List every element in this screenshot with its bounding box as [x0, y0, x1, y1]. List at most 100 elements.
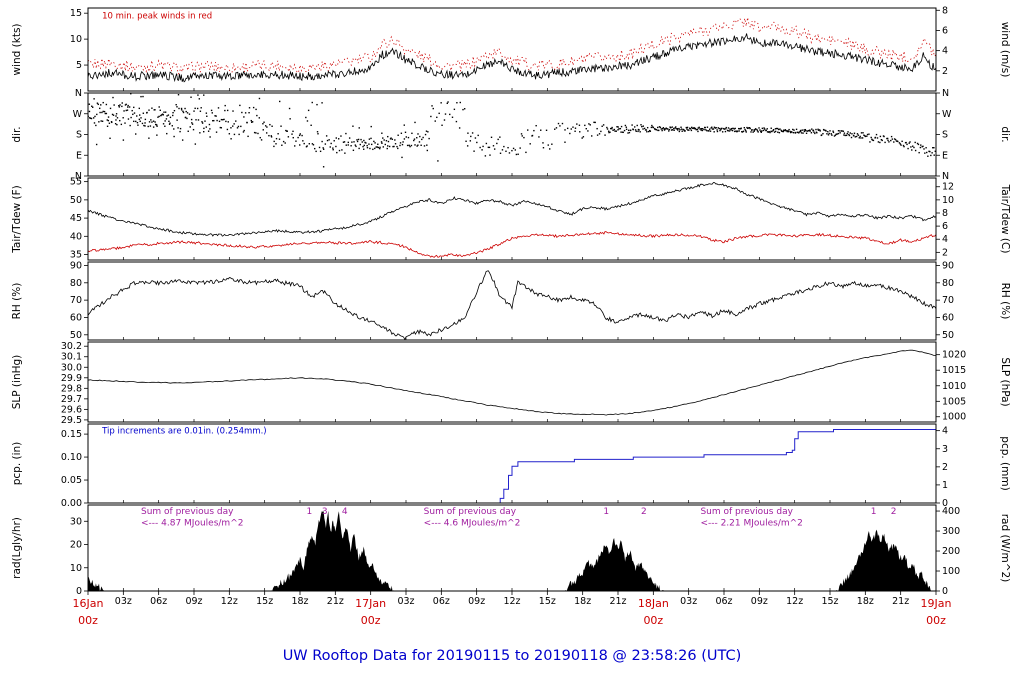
left-tick-label: 70	[70, 295, 82, 306]
scatter-point	[609, 131, 611, 133]
scatter-point	[866, 133, 869, 136]
scatter-point	[651, 124, 653, 127]
scatter-point	[124, 104, 127, 106]
scatter-point	[711, 128, 714, 130]
scatter-point	[286, 130, 288, 132]
scatter-point	[248, 111, 250, 114]
scatter-point	[109, 107, 112, 110]
scatter-point	[314, 147, 316, 150]
right-tick-label: 60	[942, 312, 954, 323]
scatter-point	[859, 135, 861, 138]
scatter-point	[140, 95, 142, 98]
left-tick-label: 10	[70, 563, 82, 574]
scatter-point	[271, 125, 273, 127]
scatter-point	[782, 129, 785, 131]
scatter-point	[542, 147, 545, 149]
scatter-point	[853, 134, 855, 137]
scatter-point	[637, 130, 639, 133]
scatter-point	[370, 137, 372, 140]
scatter-point	[497, 138, 499, 141]
scatter-point	[778, 131, 781, 134]
scatter-point	[916, 142, 919, 145]
scatter-point	[294, 145, 296, 147]
scatter-point	[855, 135, 858, 138]
scatter-point	[129, 124, 131, 127]
scatter-point	[196, 107, 199, 110]
scatter-point	[364, 141, 366, 144]
scatter-point	[893, 141, 895, 143]
scatter-point	[890, 135, 893, 138]
scatter-point	[330, 142, 332, 145]
scatter-point	[828, 132, 830, 135]
scatter-point	[740, 127, 742, 129]
scatter-point	[243, 129, 245, 132]
scatter-point	[316, 131, 319, 133]
scatter-point	[98, 121, 100, 123]
scatter-point	[611, 127, 613, 130]
scatter-point	[368, 143, 370, 145]
scatter-point	[366, 146, 369, 149]
scatter-point	[213, 119, 215, 122]
scatter-point	[609, 127, 612, 130]
scatter-point	[925, 147, 927, 149]
scatter-point	[139, 120, 141, 122]
scatter-point	[847, 131, 849, 133]
scatter-point	[778, 128, 780, 131]
scatter-point	[436, 116, 438, 119]
left-tick-label: 45	[70, 213, 82, 224]
day-sublabel: 00z	[926, 614, 946, 627]
scatter-point	[638, 129, 640, 131]
scatter-point	[374, 147, 376, 150]
scatter-point	[418, 141, 421, 143]
scatter-point	[738, 130, 740, 132]
scatter-point	[780, 129, 782, 132]
scatter-point	[106, 119, 108, 121]
scatter-point	[713, 131, 715, 133]
scatter-point	[383, 139, 385, 141]
scatter-point	[259, 136, 261, 139]
scatter-point	[650, 126, 653, 129]
scatter-point	[727, 127, 730, 129]
scatter-point	[759, 129, 761, 131]
scatter-point	[627, 132, 629, 134]
annotation: 1	[603, 507, 609, 517]
scatter-point	[163, 111, 165, 113]
scatter-point	[649, 130, 652, 132]
scatter-point	[801, 129, 803, 131]
scatter-point	[839, 132, 841, 134]
scatter-point	[107, 116, 110, 118]
scatter-point	[357, 138, 360, 141]
scatter-point	[678, 130, 681, 133]
scatter-point	[729, 128, 731, 130]
left-tick-label: 0.05	[61, 475, 82, 486]
scatter-point	[264, 125, 267, 127]
scatter-point	[126, 109, 129, 111]
scatter-point	[203, 130, 205, 133]
scatter-point	[248, 107, 251, 109]
scatter-point	[215, 115, 217, 117]
scatter-point	[420, 144, 422, 146]
scatter-point	[750, 131, 752, 133]
scatter-point	[394, 143, 397, 145]
scatter-point	[112, 96, 114, 99]
scatter-point	[224, 104, 226, 107]
scatter-point	[929, 150, 931, 153]
scatter-point	[730, 129, 732, 131]
left-tick-label: 55	[70, 177, 82, 188]
scatter-point	[856, 133, 859, 135]
scatter-point	[679, 129, 681, 131]
scatter-point	[616, 126, 618, 128]
scatter-point	[752, 131, 754, 133]
scatter-point	[344, 152, 346, 154]
scatter-point	[374, 142, 376, 144]
scatter-point	[257, 132, 259, 135]
scatter-point	[258, 97, 261, 100]
scatter-point	[613, 128, 616, 131]
scatter-point	[639, 131, 641, 133]
day-sublabel: 00z	[361, 614, 381, 627]
relative-humidity-trace	[88, 270, 936, 340]
scatter-point	[839, 130, 841, 132]
scatter-point	[585, 127, 587, 130]
left-tick-label: 80	[70, 278, 82, 289]
scatter-point	[288, 107, 291, 110]
